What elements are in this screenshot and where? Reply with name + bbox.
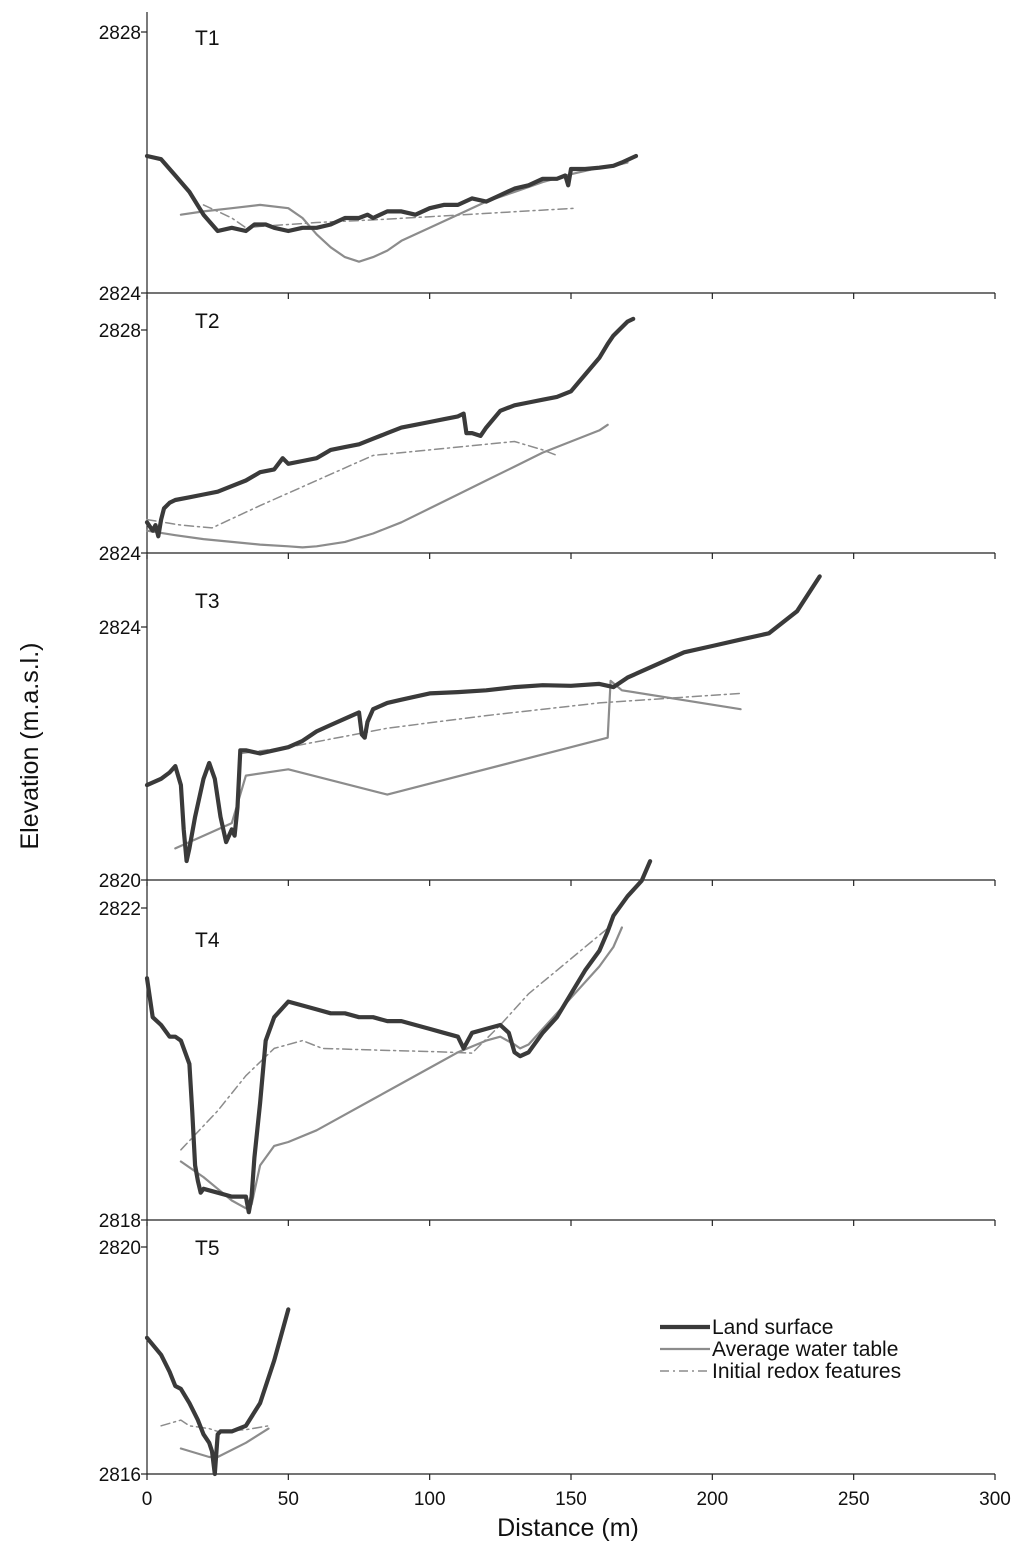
y-tick-label: 2824 [99,544,142,565]
series-land-surface-line [144,316,636,539]
series-average-water-table-line [179,926,624,1210]
series-initial-redox-features-line [146,440,558,529]
panel-label: T4 [195,929,220,952]
legend-label: Land surface [712,1316,833,1339]
y-tick-label: 2818 [99,1211,141,1232]
panel-t2: 2824 2828 T2 [99,295,996,565]
y-tick-label: 2824 [99,618,142,639]
series-initial-redox-features-line [160,1419,270,1433]
x-tick-label: 200 [696,1489,728,1510]
series-land-surface-line [144,1307,291,1477]
panel-t5: 2816 2820 T5 [99,1222,996,1486]
x-axis: 0 50 100 150 200 250 300 [142,1489,1011,1510]
series-average-water-table-line [145,423,609,549]
y-tick-label: 2828 [99,321,141,342]
y-tick-label: 2828 [99,23,141,44]
y-tick-label: 2820 [99,871,141,892]
x-tick-label: 50 [278,1489,299,1510]
panel-label: T3 [195,590,220,613]
x-tick-label: 150 [555,1489,587,1510]
series-average-water-table-line [174,679,742,850]
panel-label: T1 [195,27,220,50]
y-axis-title: Elevation (m.a.s.l.) [16,642,44,849]
series-initial-redox-features-line [180,922,615,1151]
series-land-surface-line [144,153,639,234]
y-tick-label: 2820 [99,1238,141,1259]
x-tick-label: 300 [979,1489,1011,1510]
panel-t3: 2820 2824 T3 [99,555,996,892]
x-tick-label: 250 [838,1489,870,1510]
x-axis-title: Distance (m) [497,1514,639,1542]
series-initial-redox-features-line [239,692,742,755]
series-initial-redox-features-line [202,204,578,229]
panel-label: T5 [195,1237,220,1260]
series-land-surface-line [144,574,822,864]
y-tick-label: 2824 [99,284,142,305]
series-land-surface-line [144,859,653,1215]
legend-label: Average water table [712,1338,898,1361]
y-tick-label: 2816 [99,1465,141,1486]
panels: 2824 2828 T1 2824 2828 T2 2820 2824 T3 2818 2822 T4… [99,12,996,1486]
y-tick-label: 2822 [99,899,141,920]
legend-label: Initial redox features [712,1360,901,1383]
x-tick-label: 100 [414,1489,446,1510]
x-tick-label: 0 [142,1489,153,1510]
panel-t4: 2818 2822 T4 [99,859,996,1232]
panel-label: T2 [195,310,220,333]
panel-t1: 2824 2828 T1 [99,12,996,305]
